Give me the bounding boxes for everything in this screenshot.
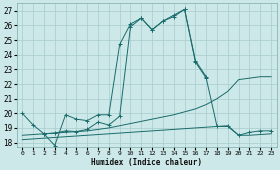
X-axis label: Humidex (Indice chaleur): Humidex (Indice chaleur) xyxy=(91,158,202,167)
